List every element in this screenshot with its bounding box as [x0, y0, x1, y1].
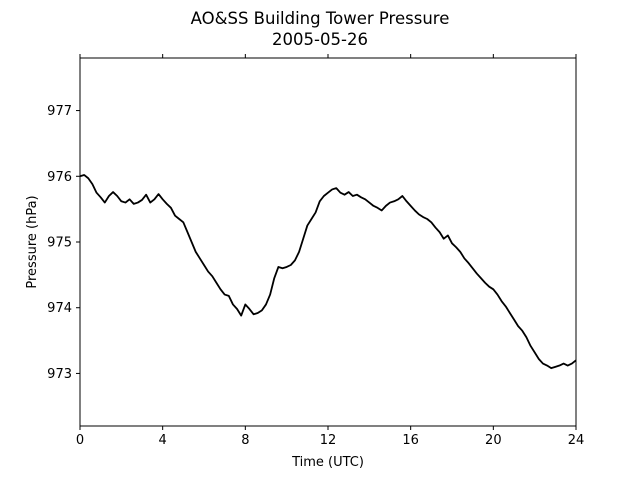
x-tick-label: 12: [320, 433, 337, 448]
x-tick-label: 24: [568, 433, 585, 448]
y-axis-label: Pressure (hPa): [25, 195, 40, 288]
ticks-layer: 0 4 8 12 16 20 24 973 974 975 976 977: [47, 54, 584, 448]
x-tick-label: 8: [241, 433, 249, 448]
y-tick-label: 973: [47, 367, 72, 382]
x-axis-label: Time (UTC): [291, 455, 364, 470]
x-tick-label: 0: [76, 433, 84, 448]
series-layer: [79, 174, 577, 370]
series-line-0: [79, 174, 577, 370]
y-tick-label: 974: [47, 301, 72, 316]
y-tick-label: 975: [47, 236, 72, 251]
x-tick-label: 16: [402, 433, 419, 448]
plot-frame: [79, 57, 577, 427]
y-tick-label: 976: [47, 170, 72, 185]
chart-title: AO&SS Building Tower Pressure: [191, 9, 450, 28]
chart-subtitle: 2005-05-26: [272, 30, 368, 49]
x-tick-label: 20: [485, 433, 502, 448]
x-tick-label: 4: [159, 433, 167, 448]
y-tick-label: 977: [47, 104, 72, 119]
